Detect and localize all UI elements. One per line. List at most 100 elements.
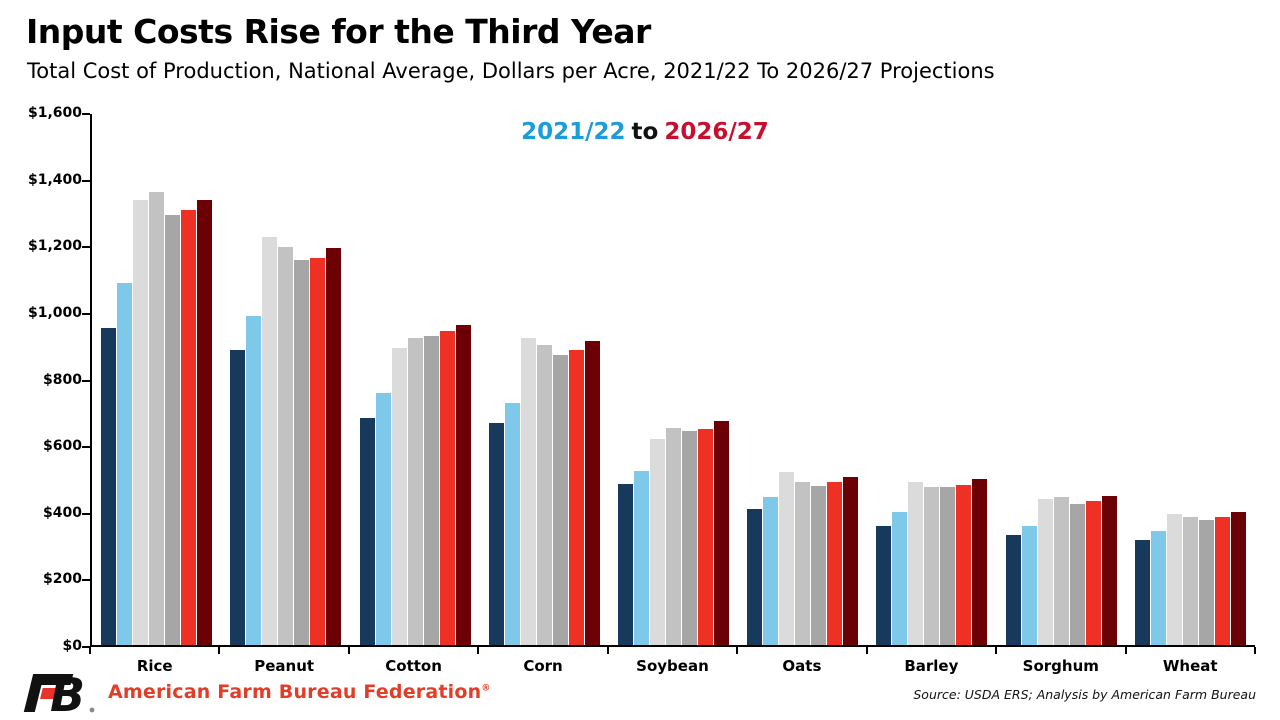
x-axis-ticks — [89, 647, 1256, 654]
bar-cotton-year-3-light-gray — [391, 347, 407, 645]
x-axis-label-cotton: Cotton — [385, 657, 442, 675]
y-axis-label: $800 — [43, 371, 82, 388]
page-title: Input Costs Rise for the Third Year — [26, 12, 651, 51]
x-axis-label-peanut: Peanut — [254, 657, 315, 675]
source-note: Source: USDA ERS; Analysis by American F… — [913, 687, 1256, 702]
x-axis-label-corn: Corn — [523, 657, 563, 675]
bar-soybean-year-3-light-gray — [649, 439, 665, 645]
y-axis-tick — [82, 646, 90, 648]
bar-sorghum-year-4-medium-gray — [1053, 497, 1069, 645]
x-axis-tick — [1254, 647, 1256, 654]
y-axis-label: $400 — [43, 504, 82, 521]
bar-oats-year-4-medium-gray — [795, 482, 811, 645]
bar-rice-year-1-dark-navy — [101, 328, 117, 645]
bar-sorghum-year-2-light-blue — [1021, 525, 1037, 645]
x-axis-tick — [865, 647, 868, 654]
plot-area — [90, 114, 1255, 647]
y-axis-label: $1,400 — [27, 171, 82, 188]
bar-soybean-year-2-light-blue — [633, 470, 649, 645]
bar-group-peanut — [221, 114, 350, 645]
bar-groups — [92, 114, 1255, 645]
bar-rice-year-7-dark-red — [197, 200, 213, 645]
chart-legend: 2021/22 to 2026/27 — [521, 119, 769, 145]
bar-soybean-year-6-red — [697, 429, 713, 645]
bar-corn-year-1-dark-navy — [488, 422, 504, 645]
y-axis-labels: $0 $200 $400 $600 $800 $1,000 $1,200 $1,400 $1,6… — [0, 105, 82, 654]
y-axis-tick — [82, 512, 90, 515]
y-axis-label: $200 — [43, 571, 82, 588]
bar-peanut-year-2-light-blue — [246, 316, 262, 645]
x-axis-tick — [347, 647, 350, 654]
bar-peanut-year-7-dark-red — [326, 248, 342, 645]
x-axis-label-sorghum: Sorghum — [1022, 657, 1099, 675]
bar-wheat-year-6-red — [1214, 517, 1230, 645]
x-axis-label-soybean: Soybean — [636, 657, 709, 675]
y-axis-ticks — [82, 113, 90, 649]
x-axis-label-oats: Oats — [782, 657, 822, 675]
bar-soybean-year-4-medium-gray — [665, 427, 681, 645]
bar-rice-year-4-medium-gray — [149, 192, 165, 645]
bar-peanut-year-3-light-gray — [262, 236, 278, 645]
bar-group-sorghum — [997, 114, 1126, 645]
bar-wheat-year-5-dark-gray — [1198, 519, 1214, 645]
bar-group-oats — [738, 114, 867, 645]
registered-mark: ® — [481, 683, 491, 694]
y-axis-tick — [82, 246, 90, 249]
x-axis-labels: Rice Peanut Cotton Corn Soybean Oats Barley Sor… — [90, 657, 1255, 675]
x-axis-label-barley: Barley — [904, 657, 959, 675]
y-axis-label: $1,600 — [27, 105, 82, 121]
bar-rice-year-6-red — [181, 210, 197, 645]
bar-group-cotton — [350, 114, 479, 645]
bar-corn-year-6-red — [568, 349, 584, 645]
bar-wheat-year-7-dark-red — [1230, 512, 1246, 645]
y-axis-tick — [82, 113, 90, 115]
bar-corn-year-2-light-blue — [504, 402, 520, 645]
y-axis-tick — [82, 179, 90, 182]
bar-cotton-year-4-medium-gray — [407, 338, 423, 645]
y-axis-label: $600 — [43, 438, 82, 455]
bar-corn-year-4-medium-gray — [536, 344, 552, 645]
bar-soybean-year-5-dark-gray — [681, 430, 697, 645]
bar-group-corn — [480, 114, 609, 645]
bar-group-rice — [92, 114, 221, 645]
bar-wheat-year-4-medium-gray — [1182, 516, 1198, 645]
legend-start-year: 2021/22 — [521, 119, 626, 145]
bar-sorghum-year-5-dark-gray — [1069, 503, 1085, 645]
y-axis-label: $1,000 — [27, 304, 82, 321]
bar-wheat-year-2-light-blue — [1150, 530, 1166, 645]
bar-soybean-year-1-dark-navy — [617, 484, 633, 645]
bar-peanut-year-5-dark-gray — [294, 260, 310, 645]
bar-cotton-year-7-dark-red — [455, 324, 471, 645]
bar-rice-year-5-dark-gray — [165, 215, 181, 645]
bar-soybean-year-7-dark-red — [713, 420, 729, 645]
bar-sorghum-year-1-dark-navy — [1005, 535, 1021, 645]
bar-barley-year-3-light-gray — [908, 482, 924, 645]
x-axis-tick — [606, 647, 609, 654]
bar-barley-year-2-light-blue — [892, 512, 908, 645]
bar-rice-year-3-light-gray — [133, 200, 149, 645]
bar-barley-year-1-dark-navy — [876, 525, 892, 645]
x-axis-tick — [477, 647, 480, 654]
bar-cotton-year-6-red — [439, 331, 455, 645]
x-axis-tick — [218, 647, 221, 654]
bar-oats-year-1-dark-navy — [747, 508, 763, 645]
brand-name: American Farm Bureau Federation® — [108, 681, 491, 703]
brand-text: American Farm Bureau Federation — [108, 681, 482, 703]
bar-oats-year-3-light-gray — [779, 472, 795, 645]
bar-oats-year-6-red — [827, 482, 843, 645]
bar-oats-year-7-dark-red — [843, 477, 859, 645]
afbf-logo-icon: B — [23, 671, 95, 715]
bar-peanut-year-1-dark-navy — [230, 349, 246, 645]
bar-group-soybean — [609, 114, 738, 645]
x-axis-label-wheat: Wheat — [1162, 657, 1218, 675]
bar-oats-year-5-dark-gray — [811, 485, 827, 645]
y-axis-label: $1,200 — [27, 238, 82, 255]
bar-corn-year-3-light-gray — [520, 338, 536, 645]
x-axis-tick — [1124, 647, 1127, 654]
bar-sorghum-year-7-dark-red — [1101, 495, 1117, 645]
bar-barley-year-4-medium-gray — [924, 487, 940, 645]
y-axis-label: $0 — [62, 638, 82, 654]
y-axis-tick — [82, 379, 90, 382]
bar-group-barley — [867, 114, 996, 645]
